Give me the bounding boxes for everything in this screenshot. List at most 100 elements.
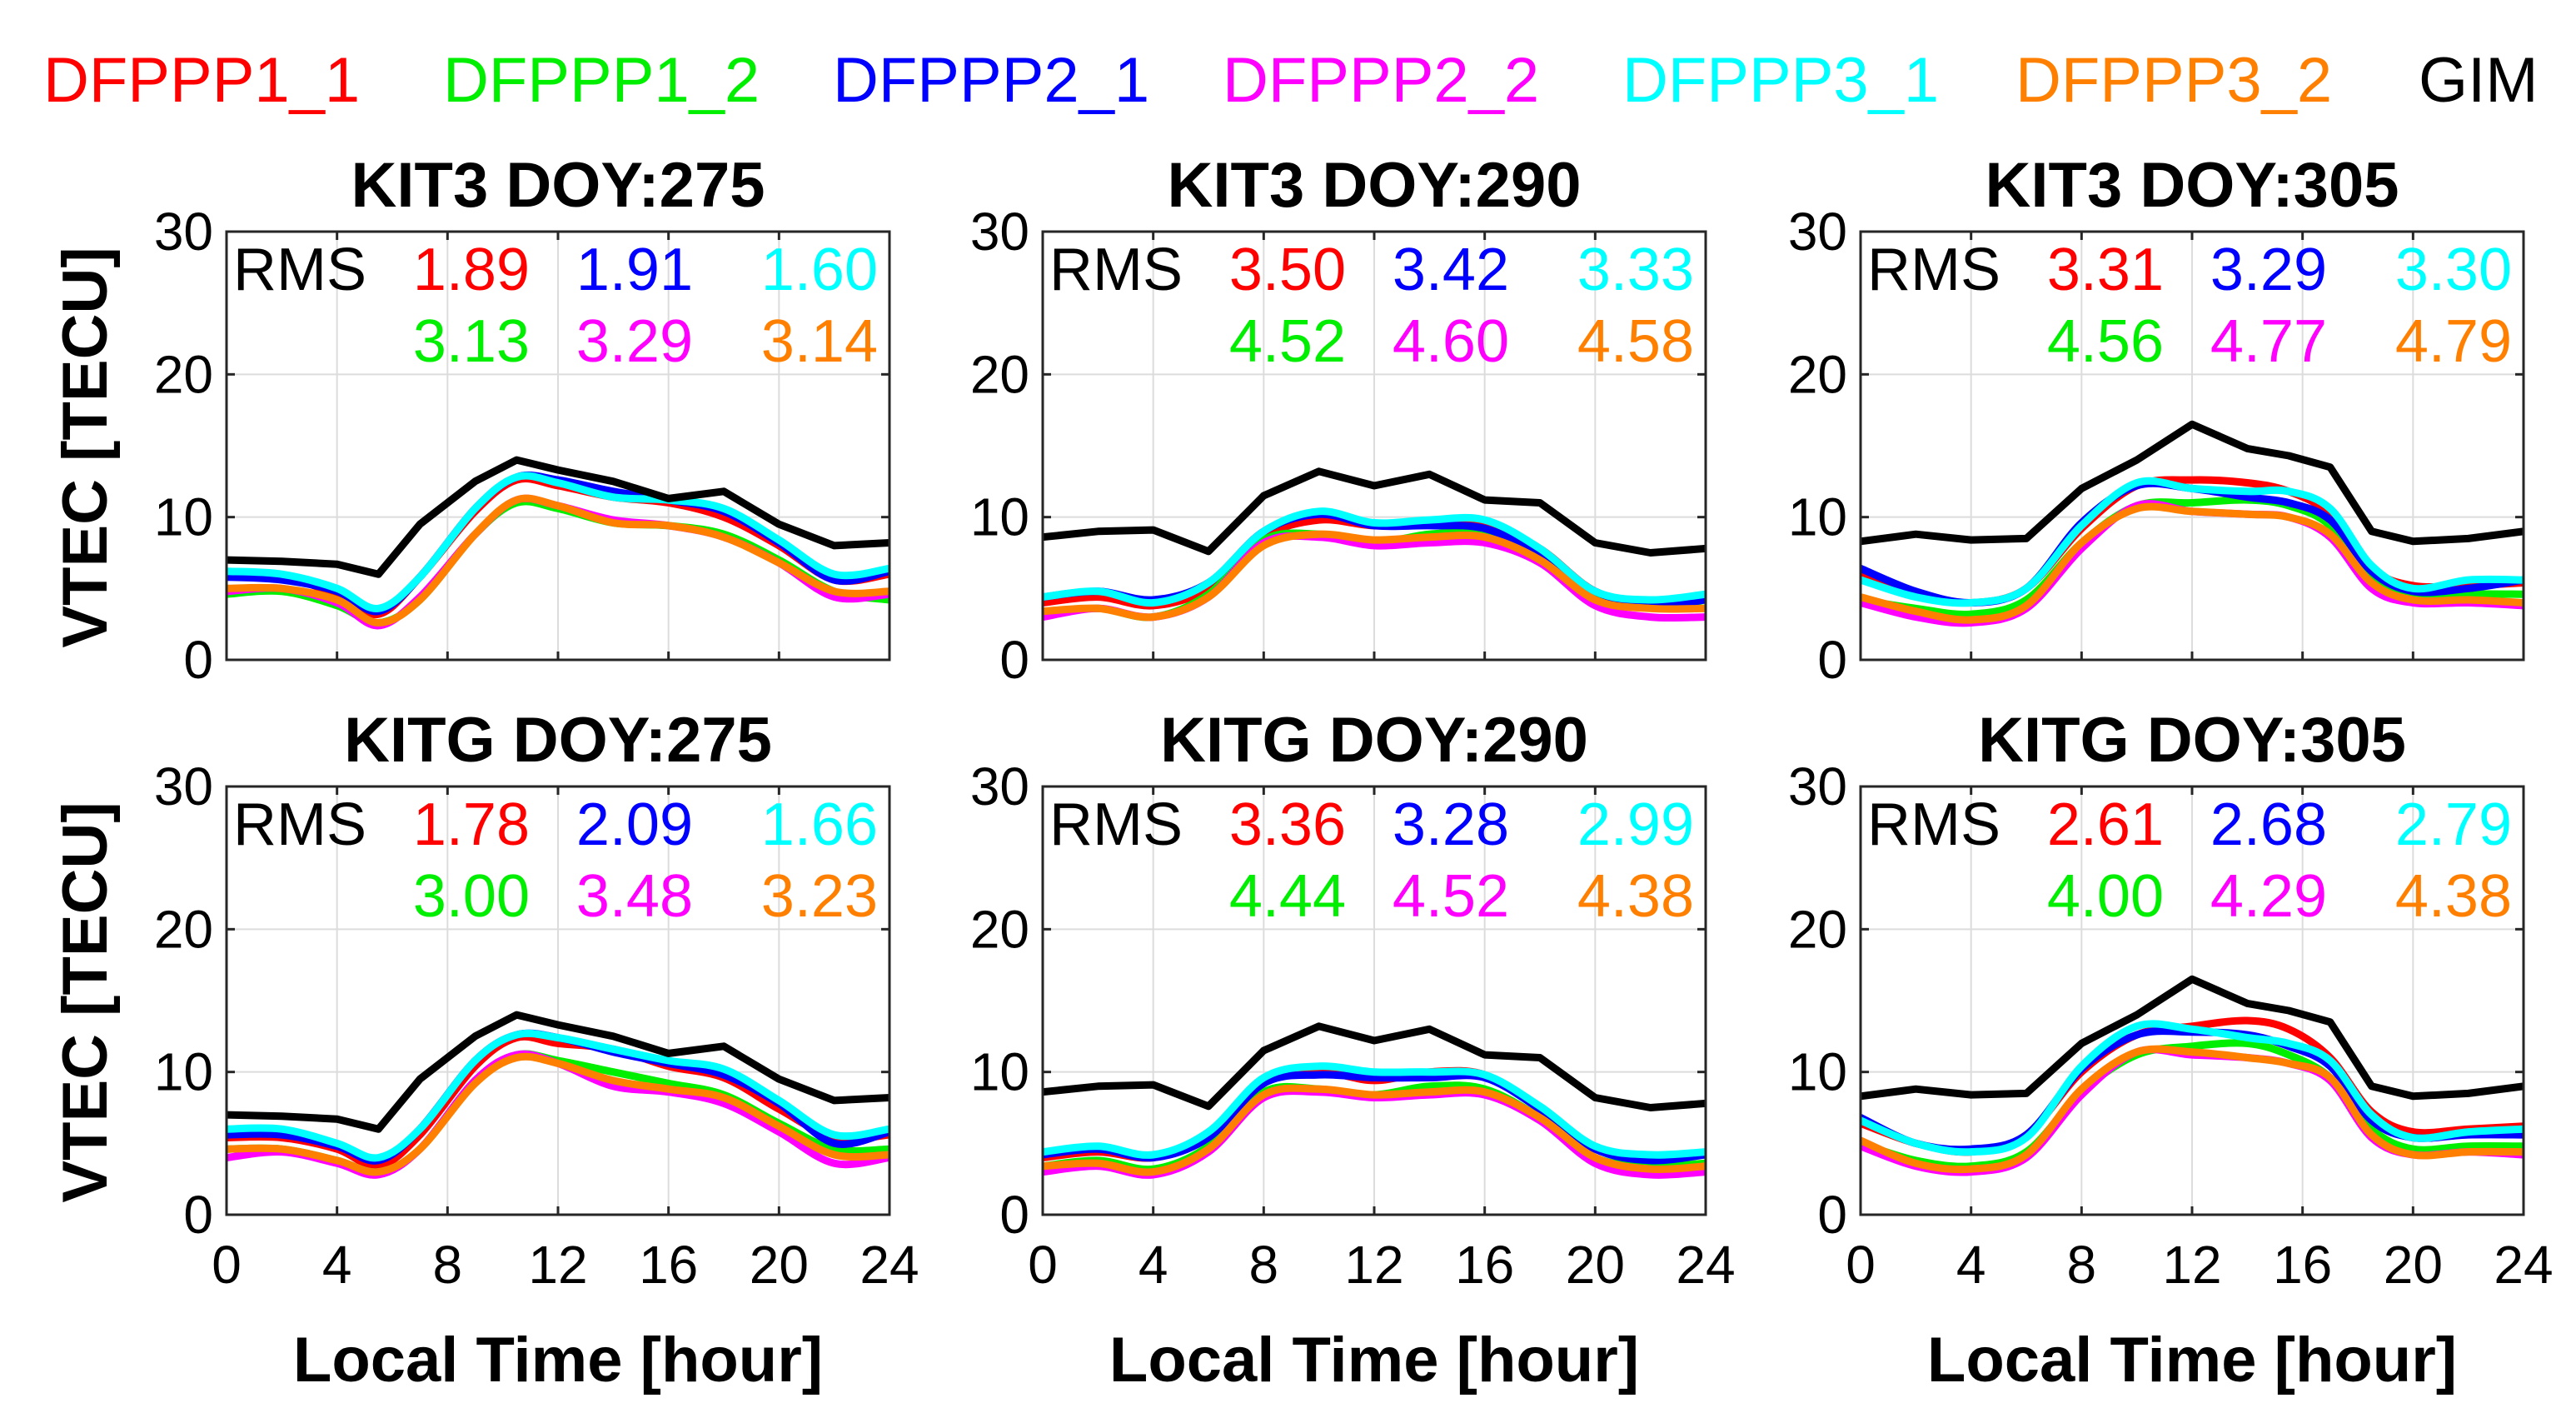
rms-value: 3.29 — [576, 308, 693, 375]
x-tick-label: 24 — [2494, 1235, 2553, 1295]
panel-1: KIT3 DOY:275 0 10 20 30 VTEC [TECU] RMS 1.89 1.9… — [50, 150, 891, 690]
rms-value: 3.29 — [2210, 237, 2327, 303]
rms-value: 2.99 — [1577, 791, 1694, 858]
rms-annotation: RMS 3.31 3.29 3.30 4.56 4.77 4.79 — [1867, 237, 2512, 375]
y-tick-label: 30 — [1788, 202, 1847, 262]
rms-value: 4.56 — [2047, 308, 2164, 375]
y-tick-label: 30 — [154, 202, 213, 262]
legend-item-dfppp1-2: DFPPP1_2 — [443, 45, 760, 116]
series-line-dfppp3-1 — [1861, 1020, 2524, 1156]
rms-value: 1.66 — [761, 791, 878, 858]
rms-value: 3.48 — [576, 863, 693, 930]
y-axis-label: VTEC [TECU] — [50, 247, 121, 647]
series-line-dfppp3-2 — [1861, 502, 2524, 624]
series-line-dfppp3-1 — [227, 472, 889, 612]
series-group — [227, 456, 889, 630]
rms-value: 1.89 — [413, 237, 530, 303]
legend-item-gim: GIM — [2419, 45, 2539, 116]
rms-value: 1.91 — [576, 237, 693, 303]
rms-value: 4.38 — [2395, 863, 2512, 930]
y-axis-label: VTEC [TECU] — [50, 801, 121, 1202]
panel-4: KITG DOY:275 0 10 20 30 0 4 8 12 16 20 24 Local Time… — [50, 705, 919, 1396]
series-line-gim — [1043, 467, 1706, 557]
legend: DFPPP1_1 DFPPP1_2 DFPPP2_1 DFPPP2_2 DFPPP3_1… — [43, 45, 2539, 116]
rms-value: 3.23 — [761, 863, 878, 930]
rms-value: 3.50 — [1229, 237, 1346, 303]
y-tick-label: 10 — [1788, 487, 1847, 547]
rms-label: RMS — [1867, 237, 2001, 303]
rms-value: 4.52 — [1229, 308, 1346, 375]
panel-title: KIT3 DOY:275 — [351, 150, 765, 221]
panel-5: KITG DOY:290 0 10 20 30 0 4 8 12 16 20 24 Local Time… — [970, 705, 1736, 1396]
rms-value: 4.44 — [1229, 863, 1346, 930]
rms-annotation: RMS 2.61 2.68 2.79 4.00 4.29 4.38 — [1867, 791, 2512, 930]
rms-label: RMS — [233, 237, 366, 303]
legend-item-dfppp1-1: DFPPP1_1 — [43, 45, 360, 116]
series-line-gim — [1861, 420, 2524, 546]
legend-item-dfppp2-2: DFPPP2_2 — [1223, 45, 1539, 116]
panel-title: KIT3 DOY:305 — [1986, 150, 2399, 221]
series-group — [227, 1011, 889, 1179]
panel-6: KITG DOY:305 0 10 20 30 0 4 8 12 16 20 24 Local Time… — [1788, 705, 2554, 1396]
x-tick-label: 4 — [1139, 1235, 1168, 1295]
x-tick-label: 16 — [1455, 1235, 1514, 1295]
x-tick-label: 16 — [2273, 1235, 2332, 1295]
y-tick-label: 30 — [970, 202, 1029, 262]
y-tick-label: 20 — [970, 899, 1029, 959]
rms-label: RMS — [1867, 791, 2001, 858]
rms-label: RMS — [1049, 237, 1183, 303]
rms-value: 3.42 — [1393, 237, 1509, 303]
rms-annotation: RMS 3.50 3.42 3.33 4.52 4.60 4.58 — [1049, 237, 1694, 375]
series-line-dfppp3-2 — [1043, 530, 1706, 622]
y-tick-label: 30 — [1788, 756, 1847, 816]
x-axis-label: Local Time [hour] — [293, 1325, 823, 1396]
rms-value: 4.38 — [1577, 863, 1694, 930]
series-group — [1043, 467, 1706, 622]
series-line-dfppp3-2 — [1043, 1084, 1706, 1176]
y-tick-label: 0 — [1817, 630, 1847, 690]
rms-label: RMS — [1049, 791, 1183, 858]
panel-title: KITG DOY:290 — [1160, 705, 1588, 776]
y-tick-label: 10 — [154, 1042, 213, 1102]
y-tick-label: 0 — [999, 630, 1029, 690]
x-tick-label: 0 — [212, 1235, 242, 1295]
series-group — [1043, 1022, 1706, 1179]
x-tick-label: 8 — [2067, 1235, 2097, 1295]
rms-value: 2.68 — [2210, 791, 2327, 858]
y-tick-label: 20 — [1788, 899, 1847, 959]
rms-value: 1.78 — [413, 791, 530, 858]
series-line-gim — [1861, 975, 2524, 1101]
series-line-dfppp3-2 — [227, 1052, 889, 1176]
y-tick-label: 0 — [1817, 1185, 1847, 1245]
rms-value: 4.60 — [1393, 308, 1509, 375]
panel-title: KITG DOY:275 — [344, 705, 772, 776]
series-line-dfppp3-1 — [1043, 507, 1706, 607]
y-tick-label: 0 — [183, 630, 213, 690]
x-tick-label: 16 — [639, 1235, 698, 1295]
x-axis-label: Local Time [hour] — [1927, 1325, 2457, 1396]
x-tick-label: 12 — [2162, 1235, 2221, 1295]
y-tick-label: 10 — [970, 487, 1029, 547]
y-tick-label: 20 — [970, 344, 1029, 404]
rms-value: 4.79 — [2395, 308, 2512, 375]
y-tick-label: 10 — [970, 1042, 1029, 1102]
legend-item-dfppp3-1: DFPPP3_1 — [1622, 45, 1939, 116]
x-tick-label: 20 — [1566, 1235, 1625, 1295]
rms-value: 2.61 — [2047, 791, 2164, 858]
rms-value: 3.33 — [1577, 237, 1694, 303]
rms-annotation: RMS 3.36 3.28 2.99 4.44 4.52 4.38 — [1049, 791, 1694, 930]
x-axis-label: Local Time [hour] — [1109, 1325, 1639, 1396]
rms-value: 4.29 — [2210, 863, 2327, 930]
rms-value: 4.52 — [1393, 863, 1509, 930]
y-tick-label: 20 — [154, 344, 213, 404]
series-line-dfppp3-1 — [227, 1029, 889, 1162]
x-tick-label: 8 — [1249, 1235, 1279, 1295]
x-tick-label: 12 — [1344, 1235, 1403, 1295]
rms-value: 1.60 — [761, 237, 878, 303]
x-tick-label: 24 — [859, 1235, 919, 1295]
rms-value: 2.09 — [576, 791, 693, 858]
series-line-dfppp3-1 — [1861, 477, 2524, 607]
x-tick-label: 0 — [1028, 1235, 1058, 1295]
panel-title: KIT3 DOY:290 — [1168, 150, 1582, 221]
